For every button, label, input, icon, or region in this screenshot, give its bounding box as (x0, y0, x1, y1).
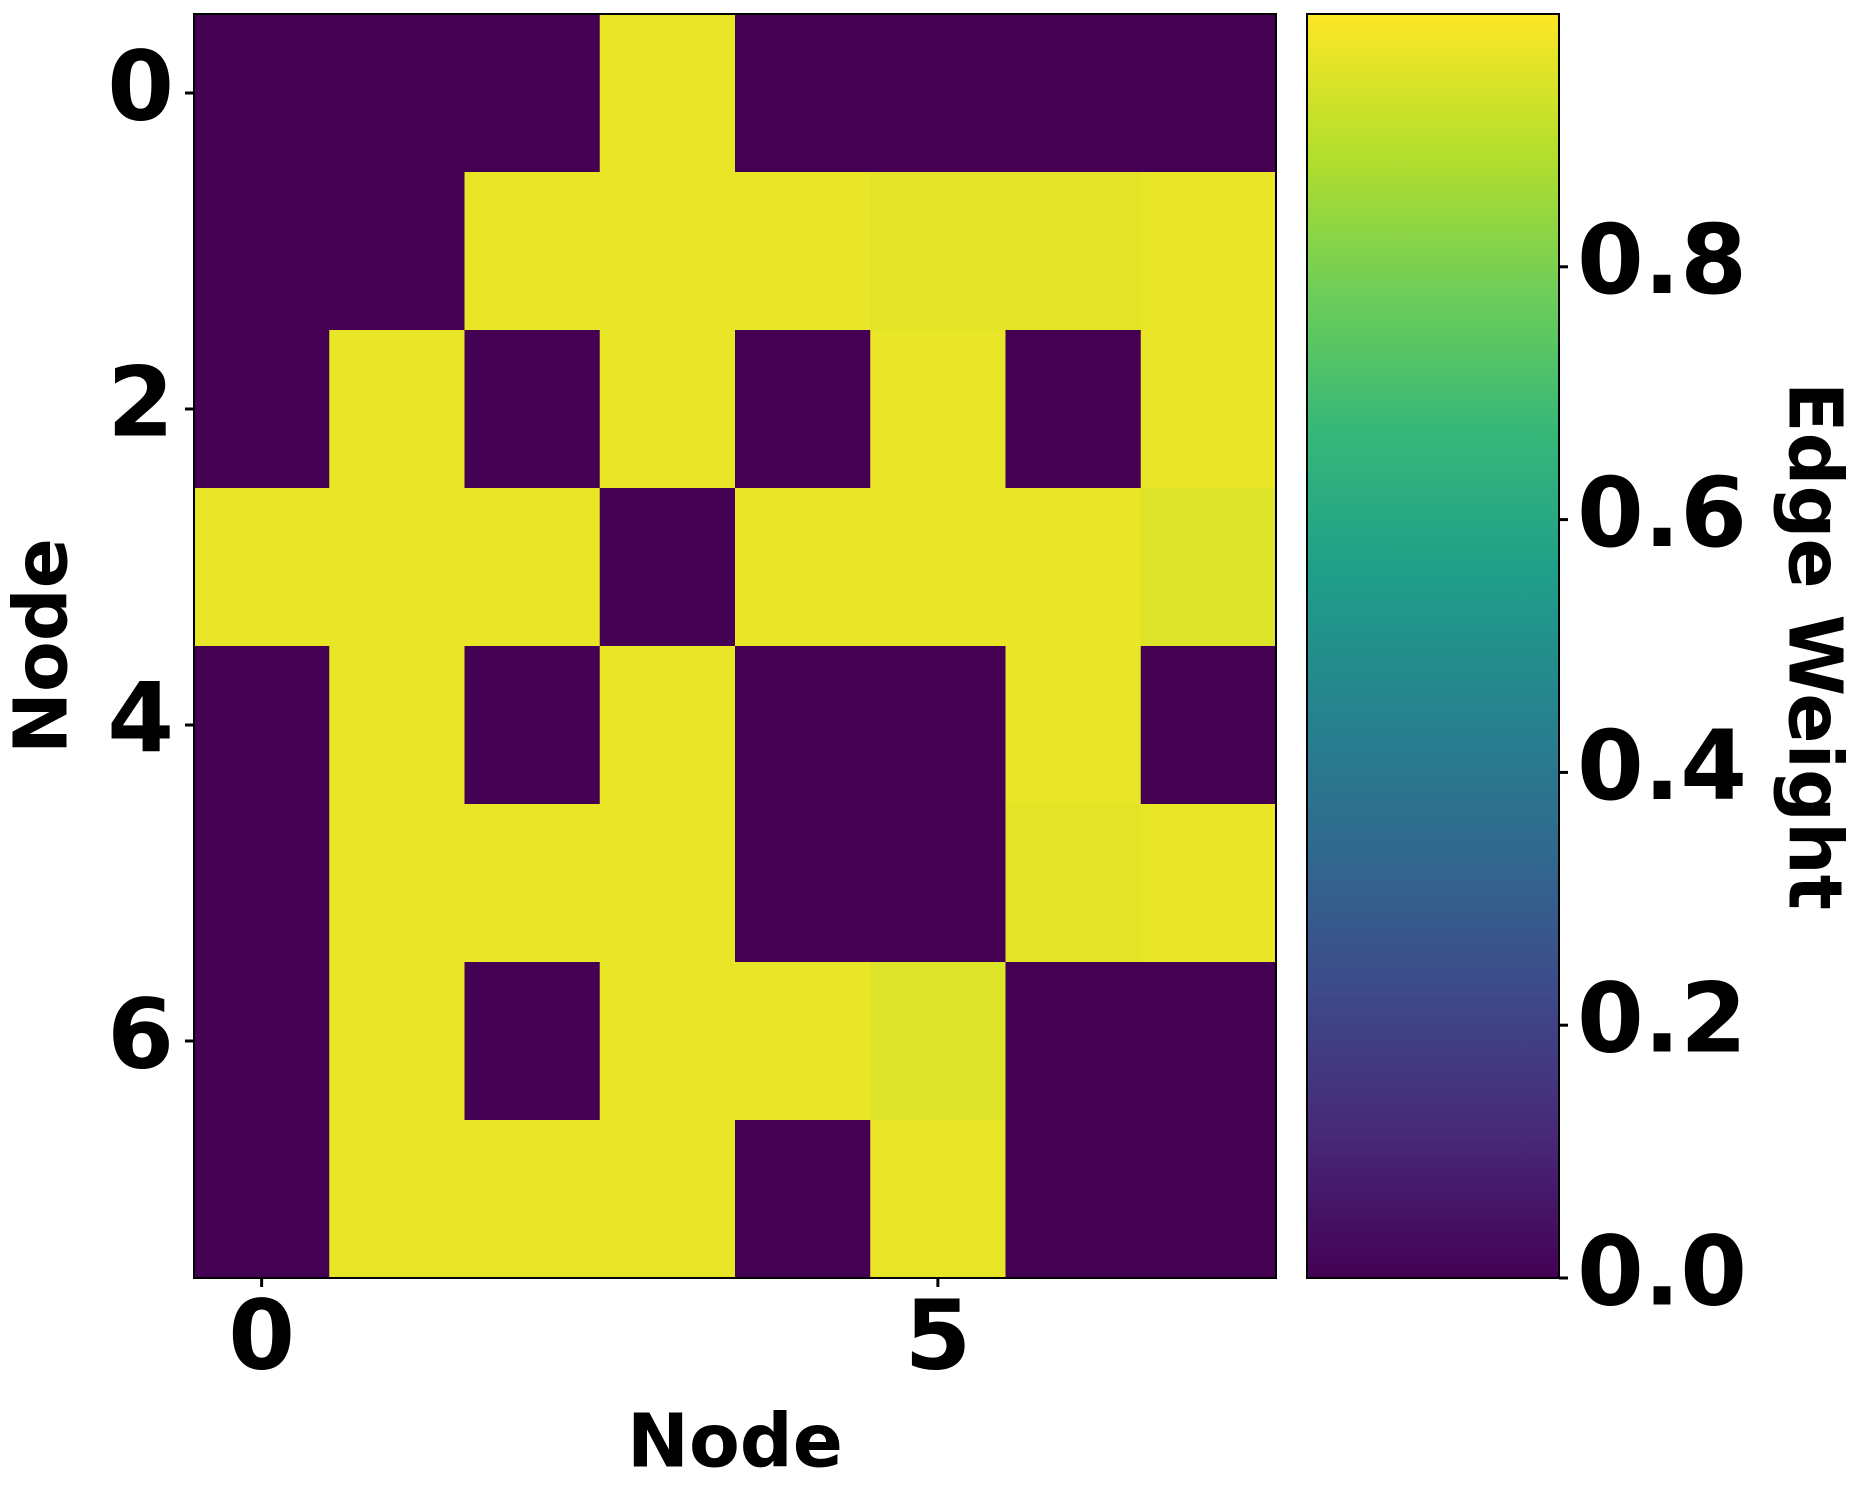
colorbar-label: Edge Weight (1771, 382, 1857, 910)
colorbar-tick-label: 0.8 (1577, 204, 1747, 316)
cell (870, 488, 1006, 647)
cell (599, 14, 736, 173)
y-tick-label: 4 (107, 662, 174, 774)
cell (1005, 962, 1142, 1121)
cell (194, 646, 330, 805)
cell (735, 646, 871, 805)
cell (194, 172, 330, 331)
cell (1140, 172, 1277, 331)
cell (599, 804, 736, 963)
colorbar-tick-label: 0.2 (1577, 963, 1747, 1075)
cell (329, 330, 465, 489)
cell (870, 1120, 1006, 1279)
cell (194, 14, 330, 173)
colorbar-tick-label: 0.4 (1577, 710, 1747, 822)
cell (870, 14, 1006, 173)
cell (599, 646, 736, 805)
cell (870, 962, 1006, 1121)
cell (870, 172, 1006, 331)
y-tick-label: 2 (107, 346, 174, 458)
cell (464, 330, 601, 489)
cell (735, 488, 871, 647)
cell (870, 646, 1006, 805)
cell (735, 172, 871, 331)
cell (1005, 172, 1142, 331)
cell (870, 330, 1006, 489)
cell (1140, 1120, 1277, 1279)
cell (599, 488, 736, 647)
cell (1005, 646, 1142, 805)
cell (194, 804, 330, 963)
cell (735, 14, 871, 173)
cell (194, 330, 330, 489)
colorbar-tick-label: 0.0 (1577, 1215, 1747, 1327)
x-tick-label: 0 (228, 1279, 295, 1391)
cell (464, 962, 601, 1121)
cell (194, 962, 330, 1121)
cell (464, 646, 601, 805)
cell (599, 172, 736, 331)
cell (329, 172, 465, 331)
cell (464, 14, 601, 173)
y-tick-label: 0 (107, 30, 174, 142)
cell (1140, 962, 1277, 1121)
plot-frame (193, 13, 1277, 1279)
cell (1005, 1120, 1142, 1279)
cell (194, 488, 330, 647)
x-tick-label: 5 (904, 1279, 971, 1391)
cell (599, 330, 736, 489)
cell (329, 646, 465, 805)
x-axis-label: Node (627, 1399, 843, 1485)
cell (1140, 14, 1277, 173)
cell (329, 14, 465, 173)
cell (194, 1120, 330, 1279)
cell (735, 804, 871, 963)
cell (1005, 804, 1142, 963)
cell (464, 172, 601, 331)
cell (329, 488, 465, 647)
cell (329, 804, 465, 963)
cell (735, 1120, 871, 1279)
colorbar-tick-label: 0.6 (1577, 457, 1747, 569)
cell (870, 804, 1006, 963)
cell (329, 962, 465, 1121)
cell (735, 330, 871, 489)
cell (464, 1120, 601, 1279)
cell (599, 1120, 736, 1279)
cell (1140, 330, 1277, 489)
cell (1140, 488, 1277, 647)
cell (1140, 804, 1277, 963)
cell (1005, 488, 1142, 647)
cell (1140, 646, 1277, 805)
cell (1005, 14, 1142, 173)
cell (1005, 330, 1142, 489)
cell (735, 962, 871, 1121)
colorbar (1306, 13, 1560, 1279)
cell (464, 804, 601, 963)
cell (599, 962, 736, 1121)
y-axis-label: Node (0, 538, 85, 754)
y-tick-label: 6 (107, 978, 174, 1090)
cell (329, 1120, 465, 1279)
cell (464, 488, 601, 647)
